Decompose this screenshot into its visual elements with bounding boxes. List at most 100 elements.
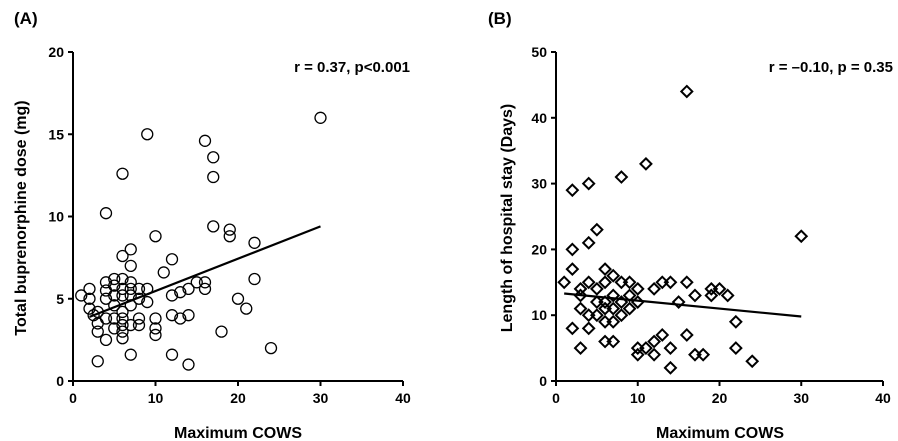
panel-a-data-point	[190, 276, 203, 289]
panel-b-data-point	[655, 328, 670, 342]
panel-b-x-tick-label: 40	[875, 390, 891, 406]
panel-b-x-tick-label: 0	[552, 390, 560, 406]
panel-a-data-point	[174, 312, 187, 325]
panel-a-data-point	[215, 325, 228, 338]
panel-a-data-point	[314, 111, 327, 124]
panel-b-data-point	[565, 321, 580, 336]
panel-a-data-point	[116, 305, 129, 319]
panel-a-data-point	[141, 128, 154, 141]
panel-a-data-point	[124, 243, 137, 256]
panel-a-data-point	[207, 220, 220, 233]
panel-b-data-point	[606, 334, 621, 349]
panel-b-data-point	[581, 176, 596, 191]
panel-a-data-point	[108, 272, 121, 286]
panel-a-x-tick-label: 20	[230, 390, 246, 406]
panel-a-y-tick-label: 20	[48, 44, 64, 60]
panel-a-label: (A)	[14, 9, 38, 28]
panel-a-data-point	[223, 230, 236, 243]
panel-a-data-point	[149, 328, 162, 342]
panel-b-data-point	[581, 275, 596, 290]
panel-a-data-point	[165, 348, 179, 361]
panel-a-data-point	[149, 230, 162, 243]
panel-a-data-point	[83, 282, 96, 296]
panel-b-correlation-annotation: r = –0.10, p = 0.35	[769, 59, 893, 76]
panel-b-regression-line	[564, 292, 802, 318]
panel-a-regression-line	[89, 225, 321, 318]
panel-b-data-point	[598, 275, 612, 290]
panel-b-y-tick-label: 50	[531, 44, 547, 60]
panel-a-x-axis-title: Maximum COWS	[174, 425, 302, 441]
panel-b-data-point	[598, 262, 612, 277]
panel-a-data-point	[99, 312, 113, 325]
panel-b-data-point	[622, 288, 637, 303]
panel-a-y-tick-label: 5	[56, 291, 64, 307]
panel-b-data-point	[589, 308, 604, 323]
panel-a-data-point	[116, 249, 129, 263]
panel-a-data-point	[182, 309, 195, 322]
panel-a-data-point	[116, 318, 129, 332]
panel-b-scatter-plot: (B) r = –0.10, p = 0.35 Maximum COWS Len…	[488, 9, 893, 441]
panel-b-data-point	[663, 341, 678, 356]
panel-a-data-point	[83, 292, 96, 305]
panel-b-data-point	[589, 281, 604, 296]
panel-b-data-point	[639, 341, 653, 356]
panel-a-data-point	[99, 333, 113, 347]
panel-a-data-point	[116, 289, 129, 302]
panel-b-data-point	[573, 301, 588, 316]
panel-a-data-point	[91, 325, 104, 338]
panel-b-data-point	[647, 334, 662, 349]
panel-b-data-point	[581, 235, 596, 250]
panel-b-data-point	[573, 341, 588, 356]
panel-b-data-point	[565, 242, 580, 257]
panel-a-data-point	[198, 134, 212, 147]
panel-a-data-point	[99, 207, 113, 220]
panel-a-x-tick-label: 40	[395, 390, 411, 406]
panel-a-data-point	[116, 272, 129, 286]
panel-b-label: (B)	[488, 9, 512, 28]
panel-a-data-point	[108, 312, 121, 325]
panel-a-data-point	[165, 253, 179, 266]
panel-b-data-point	[794, 229, 809, 244]
panel-a-x-tick-label: 10	[148, 390, 164, 406]
panel-a-y-tick-label: 15	[48, 126, 64, 142]
panel-a-data-point	[157, 266, 170, 279]
panel-b-data-point	[688, 288, 702, 303]
panel-b-data-point	[647, 281, 662, 296]
panel-b-data-point	[679, 275, 694, 290]
panel-b-data-point	[589, 222, 604, 237]
panel-a-y-tick-label: 10	[48, 209, 64, 225]
panel-a-data-point	[116, 167, 129, 180]
panel-b-data-point	[606, 301, 621, 316]
panel-a-data-point	[124, 259, 137, 273]
panel-b-x-tick-label: 20	[712, 390, 728, 406]
panel-b-data-point	[679, 328, 694, 342]
panel-b-data-point	[728, 341, 743, 356]
panel-b-y-axis-title: Length of hospital stay (Days)	[499, 104, 516, 332]
panel-b-data-point	[606, 314, 621, 329]
panel-b-data-point	[606, 288, 621, 303]
panel-a-data-point	[116, 312, 129, 325]
panel-a-y-axis-title: Total buprenorphine dose (mg)	[13, 100, 30, 335]
panel-b-x-tick-label: 10	[630, 390, 646, 406]
panel-a-data-point	[165, 289, 179, 302]
panel-b-data-point	[728, 314, 743, 329]
panel-b-data-point	[639, 156, 653, 171]
panel-a-data-point	[75, 289, 88, 302]
panel-b-data-point	[614, 170, 629, 184]
panel-b-y-tick-label: 40	[531, 110, 547, 126]
panel-b-data-point	[663, 360, 678, 375]
panel-a-data-point	[108, 279, 121, 292]
panel-a-data-point	[198, 282, 212, 296]
panel-b-data-point	[630, 347, 645, 362]
panel-a-data-point	[182, 282, 195, 296]
panel-b-data-point	[745, 354, 760, 369]
panel-a-scatter-plot: (A) r = 0.37, p<0.001 Maximum COWS Total…	[13, 9, 411, 441]
panel-b-data-point	[630, 281, 645, 296]
panel-b-data-point	[647, 347, 662, 362]
panel-b-data-point	[696, 347, 711, 362]
panel-a-data-point	[124, 318, 137, 332]
panel-a-data-point	[99, 276, 113, 289]
panel-b-data-point	[606, 268, 621, 283]
panel-b-data-point	[720, 288, 735, 303]
panel-b-y-tick-label: 0	[539, 373, 547, 389]
